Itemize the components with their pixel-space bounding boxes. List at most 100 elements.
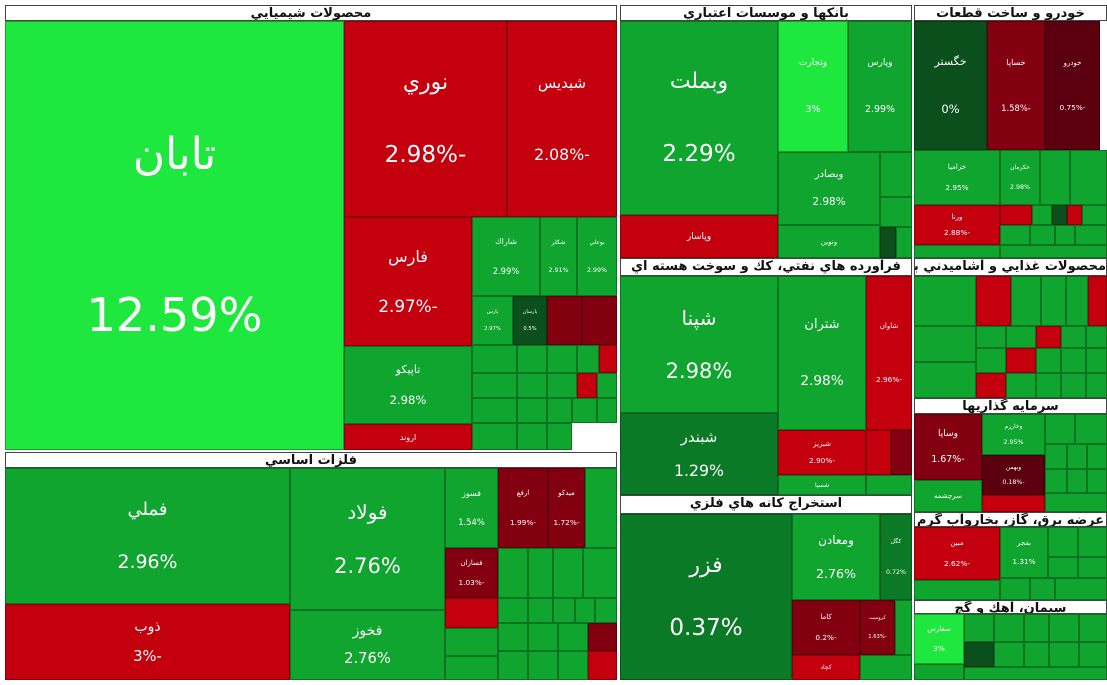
- tile-filler: [964, 614, 994, 642]
- stock-symbol: سفارس: [927, 625, 951, 634]
- tile-filler: [547, 398, 572, 423]
- tile-filler: [599, 345, 617, 373]
- stock-tile[interactable]: ارفع -1.99%: [498, 468, 548, 548]
- stock-symbol: شسپا: [814, 481, 830, 489]
- stock-tile[interactable]: وساپا -1.67%: [914, 414, 982, 480]
- stock-change: 1.31%: [1012, 557, 1036, 567]
- stock-tile[interactable]: فملي 2.96%: [5, 468, 290, 604]
- tile-filler: [1079, 642, 1107, 667]
- stock-change: 2.95%: [1003, 438, 1024, 446]
- stock-symbol: فارس: [388, 247, 428, 267]
- stock-tile[interactable]: شاراك 2.99%: [472, 217, 540, 296]
- stock-tile[interactable]: فسوز 1.54%: [445, 468, 498, 548]
- stock-tile[interactable]: فزر 0.37%: [620, 514, 792, 680]
- stock-tile[interactable]: فخوز 2.76%: [290, 610, 445, 680]
- stock-tile[interactable]: ميدكو -1.72%: [548, 468, 585, 548]
- stock-tile[interactable]: ذوب -3%: [5, 604, 290, 680]
- stock-tile[interactable]: وخارزم 2.95%: [982, 414, 1045, 455]
- stock-change: -2.62%: [944, 558, 970, 568]
- stock-tile[interactable]: خكرمان 2.98%: [1000, 150, 1040, 205]
- stock-symbol: كروميت: [869, 614, 886, 621]
- sector-title: محصولات غذايي و آشاميدني به جز قند و شكر: [914, 258, 1107, 276]
- stock-change: 0%: [941, 101, 960, 116]
- tile-filler: [1075, 414, 1107, 444]
- stock-tile[interactable]: خزاميا 2.95%: [914, 150, 1000, 205]
- stock-tile[interactable]: فولاد 2.76%: [290, 468, 445, 610]
- stock-change: 2.76%: [334, 554, 401, 579]
- sector-title: فلزات اساسي: [5, 452, 617, 468]
- stock-tile[interactable]: شبريز -2.90%: [778, 430, 866, 475]
- stock-change: 2.98%: [1009, 184, 1030, 191]
- stock-tile[interactable]: وپارس 2.99%: [848, 21, 912, 152]
- tile-filler: [880, 197, 912, 227]
- stock-tile[interactable]: نوري -2.98%: [344, 21, 507, 217]
- stock-tile[interactable]: سرچشمه: [914, 480, 982, 512]
- stock-symbol: فخوز: [352, 622, 383, 639]
- stock-tile[interactable]: فسازان -1.03%: [445, 548, 498, 598]
- stock-symbol: خودرو: [1063, 58, 1082, 67]
- stock-tile[interactable]: خودرو -0.75%: [1045, 21, 1100, 150]
- tile-filler: [914, 276, 976, 326]
- tile-filler: [517, 423, 547, 450]
- stock-tile[interactable]: بوعلي 2.99%: [577, 217, 617, 296]
- stock-tile[interactable]: كروميت -1.63%: [860, 600, 895, 655]
- tile-filler: [1078, 527, 1107, 557]
- stock-tile[interactable]: پارسان 0.5%: [513, 296, 547, 345]
- stock-tile[interactable]: سفارس 3%: [914, 614, 964, 664]
- stock-tile[interactable]: وبصادر 2.98%: [778, 152, 880, 225]
- stock-tile[interactable]: شسپا: [778, 475, 866, 495]
- stock-tile[interactable]: شتران 2.98%: [778, 276, 866, 430]
- tile-filler: [577, 345, 599, 373]
- tile-filler: [914, 580, 1000, 600]
- stock-tile[interactable]: شكلر 2.91%: [540, 217, 577, 296]
- tile-filler: [553, 598, 575, 623]
- stock-tile[interactable]: تاپيكو 2.98%: [344, 346, 472, 424]
- stock-tile[interactable]: بفجر 1.31%: [1000, 527, 1048, 578]
- stock-tile[interactable]: تابان 12.59%: [5, 21, 344, 450]
- stock-tile[interactable]: فارس -2.97%: [344, 217, 472, 346]
- stock-change: -1.67%: [931, 453, 965, 465]
- stock-tile[interactable]: پارس 2.97%: [472, 296, 513, 345]
- tile-filler: [577, 373, 597, 398]
- tile-filler: [1030, 578, 1055, 600]
- stock-tile[interactable]: ونوين: [778, 225, 880, 258]
- stock-tile[interactable]: وتجارت 3%: [778, 21, 848, 152]
- stock-symbol: وساپا: [938, 429, 958, 440]
- stock-tile[interactable]: اروند: [344, 424, 472, 450]
- stock-change: 2.98%: [812, 196, 846, 208]
- stock-change: -1.03%: [458, 577, 485, 587]
- tile-filler: [860, 655, 912, 680]
- stock-tile[interactable]: كچاد: [792, 655, 860, 680]
- stock-tile[interactable]: شپنا 2.98%: [620, 276, 778, 413]
- tile-filler: [1067, 444, 1087, 469]
- tile-filler: [1055, 225, 1075, 245]
- stock-change: -0.18%: [1002, 479, 1025, 486]
- stock-symbol: مبين: [950, 539, 964, 548]
- stock-change: 12.59%: [86, 287, 263, 342]
- tile-filler: [498, 623, 528, 651]
- tile-filler: [1048, 557, 1078, 578]
- stock-tile[interactable]: وپاسار: [620, 215, 778, 258]
- stock-tile[interactable]: شبديس -2.08%: [507, 21, 617, 217]
- stock-tile[interactable]: وبملت 2.29%: [620, 21, 778, 215]
- stock-symbol: كچاد: [820, 664, 832, 671]
- stock-tile[interactable]: ورنا -2.88%: [914, 205, 1000, 245]
- stock-symbol: پارسان: [522, 308, 538, 315]
- stock-change: -2.90%: [809, 456, 835, 466]
- tile-filler: [528, 598, 553, 623]
- tile-filler: [597, 373, 617, 398]
- tile-filler: [498, 548, 528, 598]
- stock-tile[interactable]: خساپا -1.58%: [987, 21, 1045, 150]
- stock-tile[interactable]: كگل 0.72%: [880, 514, 912, 600]
- stock-tile[interactable]: مبين -2.62%: [914, 527, 1000, 580]
- stock-tile[interactable]: شبندر 1.29%: [620, 413, 778, 495]
- stock-tile[interactable]: خگستر 0%: [914, 21, 987, 150]
- stock-tile[interactable]: ومعادن 2.76%: [792, 514, 880, 600]
- stock-symbol: وبصادر: [814, 169, 844, 180]
- stock-change: 0.5%: [523, 326, 537, 333]
- stock-tile[interactable]: وبهمن -0.18%: [982, 455, 1045, 495]
- tile-filler: [976, 326, 1006, 348]
- stock-tile[interactable]: كاما -0.2%: [792, 600, 860, 655]
- sector-title: بانكها و موسسات اعتباري: [620, 5, 912, 21]
- stock-tile[interactable]: شاوان -2.96%: [866, 276, 912, 430]
